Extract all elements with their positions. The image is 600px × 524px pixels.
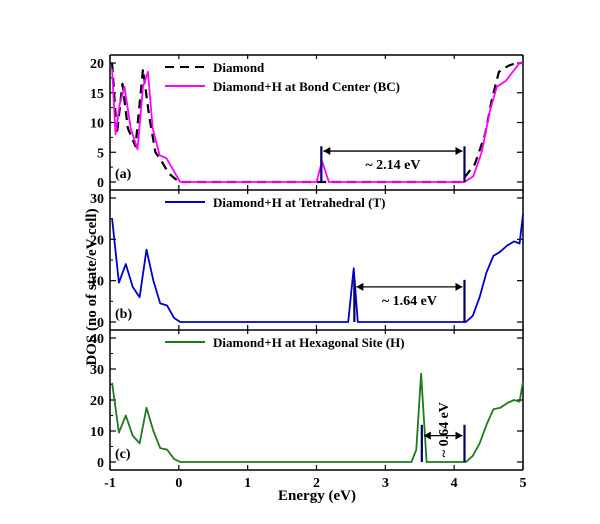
x-tick-label: 0 [175, 476, 182, 491]
arrow-head-left [323, 147, 331, 156]
y-tick-label: 10 [90, 275, 104, 290]
legend-entry: Diamond+H at Tetrahedral (T) [213, 195, 385, 210]
panel-label: (b) [115, 307, 132, 322]
panel-0: 0 5 10 15 20 Diamond Diamond+H at Bond Center … [90, 55, 524, 191]
arrow-head-left [356, 282, 364, 291]
arrow-head-left [423, 431, 431, 440]
y-tick-label: 10 [90, 117, 104, 132]
arrow-head-right [455, 282, 463, 291]
series-line-diamond-h-at-tetrahedral-t [111, 214, 524, 323]
series-line-diamond-h-at-hexagonal-site-h [111, 372, 524, 463]
y-tick-label: 20 [90, 233, 104, 248]
x-tick-label: 4 [451, 476, 458, 491]
y-tick-label: 15 [90, 87, 104, 102]
y-tick-label: 30 [90, 363, 104, 378]
y-tick-label: 0 [97, 456, 104, 471]
gap-annotation: ~ 2.14 eV [365, 158, 420, 173]
legend-entry: Diamond [213, 60, 265, 75]
x-tick-label: -1 [104, 476, 116, 491]
arrow-head-right [455, 147, 463, 156]
y-tick-label: 10 [90, 425, 104, 440]
gap-annotation: ~ 0.64 eV [437, 402, 452, 457]
legend-entry: Diamond+H at Bond Center (BC) [213, 79, 400, 94]
arrow-head-right [455, 431, 463, 440]
panel-1: 0 10 20 30 Diamond+H at Tetrahedral (T) ~ 1.6… [90, 190, 524, 331]
y-tick-label: 20 [90, 57, 104, 72]
series-line-diamond-h-at-bond-center-bc [111, 62, 523, 183]
y-axis-title: DOS (no of state/eV cell) [84, 208, 100, 365]
panel-label: (a) [115, 167, 132, 182]
x-tick-label: 2 [313, 476, 320, 491]
y-tick-label: 20 [90, 394, 104, 409]
y-tick-label: 5 [97, 146, 104, 161]
y-tick-label: 0 [97, 316, 104, 331]
y-tick-label: 40 [90, 332, 104, 347]
x-tick-label: 1 [244, 476, 251, 491]
x-tick-label: 3 [382, 476, 389, 491]
x-axis-title: Energy (eV) [278, 488, 356, 504]
x-tick-label: 5 [520, 476, 527, 491]
y-tick-label: 0 [97, 176, 104, 191]
panel-2: 0 10 20 30 40 Diamond+H at Hexagonal Site (H)… [90, 330, 524, 471]
legend-entry: Diamond+H at Hexagonal Site (H) [213, 335, 405, 350]
gap-annotation: ~ 1.64 eV [382, 294, 437, 309]
panel-label: (c) [115, 447, 131, 462]
series-line-diamond [111, 61, 523, 184]
y-tick-label: 30 [90, 192, 104, 207]
